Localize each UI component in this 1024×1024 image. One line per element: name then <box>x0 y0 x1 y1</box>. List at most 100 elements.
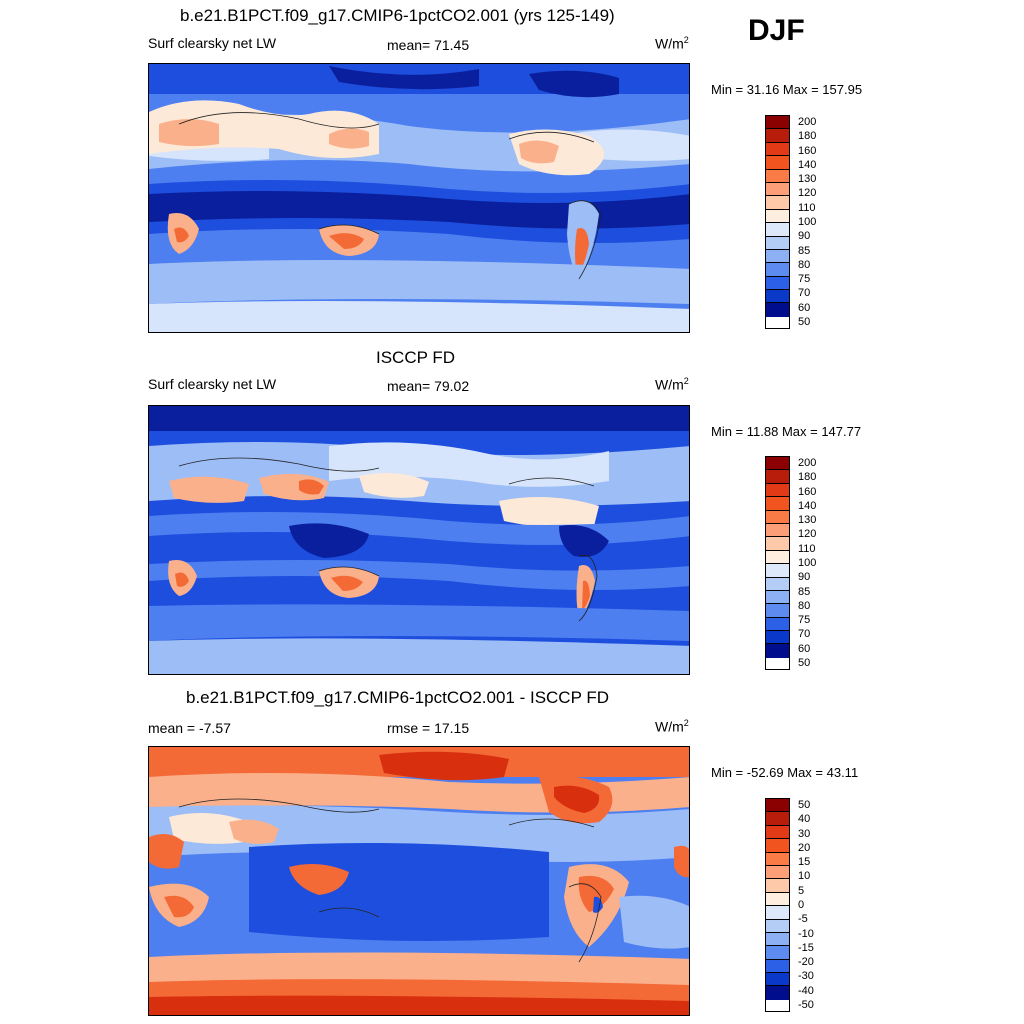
colorbar-tick-label: -5 <box>798 913 808 926</box>
panel-1-map <box>148 63 690 333</box>
colorbar-tick-label: 50 <box>798 656 811 669</box>
colorbar-tick-label: 0 <box>798 899 805 911</box>
panel-1-mean-label: mean= 71.45 <box>387 37 470 53</box>
panel-3-contour-field <box>149 747 689 1015</box>
colorbar-swatch <box>766 169 789 183</box>
colorbar-tick-label: -15 <box>798 941 814 954</box>
panel-3-title: b.e21.B1PCT.f09_g17.CMIP6-1pctCO2.001 - … <box>186 688 609 707</box>
colorbar-swatch <box>766 457 789 471</box>
colorbar-tick-label: 20 <box>798 841 811 854</box>
colorbar-swatch <box>766 852 789 866</box>
colorbar-tick-label: -10 <box>798 927 814 940</box>
colorbar-swatch <box>766 156 789 170</box>
panel-2-map <box>148 405 690 675</box>
panel-2-contour-field <box>149 406 689 674</box>
colorbar-tick-label: 60 <box>798 301 811 314</box>
colorbar-swatch <box>766 564 789 578</box>
colorbar-swatch <box>766 290 789 304</box>
colorbar-tick-label: 70 <box>798 628 811 641</box>
colorbar-swatch <box>766 129 789 143</box>
panel-3-rmse-label: rmse = 17.15 <box>387 720 470 736</box>
colorbar-swatch <box>766 932 789 947</box>
colorbar-swatch <box>766 919 789 933</box>
colorbar-swatch <box>766 303 789 317</box>
colorbar-swatch <box>766 892 789 907</box>
colorbar-swatch <box>766 483 789 498</box>
colorbar-swatch <box>766 263 789 277</box>
colorbar-swatch <box>766 617 789 632</box>
colorbar-swatch <box>766 209 789 224</box>
colorbar-swatch <box>766 825 789 840</box>
colorbar-swatch <box>766 865 789 880</box>
colorbar-swatch <box>766 510 789 524</box>
colorbar-swatch <box>766 236 789 250</box>
panel-1-minmax: Min = 31.16 Max = 157.95 <box>711 82 863 97</box>
panel-2-units: W/m2 <box>655 376 689 393</box>
colorbar-tick-label: 120 <box>798 187 817 200</box>
colorbar-tick-label: 75 <box>798 614 811 627</box>
colorbar-tick-label: 90 <box>798 571 811 584</box>
colorbar-tick-label: 200 <box>798 457 817 470</box>
colorbar-tick-label: 120 <box>798 528 817 541</box>
panel-1-contour-field <box>149 64 689 332</box>
colorbar-swatch <box>766 631 789 645</box>
colorbar-tick-label: 15 <box>798 856 811 869</box>
colorbar-swatch <box>766 839 789 853</box>
colorbar-tick-label: 40 <box>798 813 811 826</box>
colorbar-swatch <box>766 196 789 210</box>
panel-2-variable-label: Surf clearsky net LW <box>148 376 277 392</box>
colorbar-tick-label: 140 <box>798 158 817 171</box>
panel-3-colorbar <box>765 798 790 1012</box>
colorbar-tick-label: 30 <box>798 827 811 840</box>
panel-3-map <box>148 746 690 1016</box>
colorbar-tick-label: 110 <box>798 542 816 555</box>
colorbar-swatch <box>766 550 789 565</box>
colorbar-swatch <box>766 116 789 130</box>
colorbar-tick-label: 50 <box>798 799 811 812</box>
panel-2-colorbar <box>765 456 790 670</box>
colorbar-tick-label: 110 <box>798 201 816 214</box>
panel-2-minmax: Min = 11.88 Max = 147.77 <box>711 424 862 439</box>
colorbar-swatch <box>766 590 789 605</box>
colorbar-swatch <box>766 537 789 551</box>
colorbar-swatch <box>766 812 789 826</box>
colorbar-swatch <box>766 644 789 658</box>
colorbar-swatch <box>766 906 789 920</box>
colorbar-tick-label: 200 <box>798 116 817 129</box>
colorbar-tick-label: 130 <box>798 514 817 527</box>
panel-2-title: ISCCP FD <box>376 348 456 367</box>
colorbar-tick-label: 90 <box>798 230 811 243</box>
colorbar-swatch <box>766 276 789 291</box>
colorbar-tick-label: 160 <box>798 485 817 498</box>
colorbar-tick-label: 180 <box>798 130 817 143</box>
colorbar-tick-label: 10 <box>798 870 811 883</box>
panel-1-colorbar <box>765 115 790 329</box>
colorbar-swatch <box>766 946 789 960</box>
panel-1-variable-label: Surf clearsky net LW <box>148 35 277 51</box>
colorbar-tick-label: 75 <box>798 273 811 286</box>
colorbar-swatch <box>766 879 789 893</box>
colorbar-tick-label: 85 <box>798 585 811 598</box>
colorbar-tick-label: 85 <box>798 244 811 257</box>
panel-1-title: b.e21.B1PCT.f09_g17.CMIP6-1pctCO2.001 (y… <box>180 6 615 25</box>
colorbar-tick-label: -40 <box>798 984 814 997</box>
colorbar-tick-label: 50 <box>798 315 811 328</box>
colorbar-tick-label: 100 <box>798 216 817 228</box>
panel-3-minmax: Min = -52.69 Max = 43.11 <box>711 765 859 780</box>
colorbar-tick-label: -30 <box>798 970 814 983</box>
colorbar-tick-label: 80 <box>798 599 811 612</box>
panel-2-mean-label: mean= 79.02 <box>387 378 470 394</box>
panel-3-units: W/m2 <box>655 718 689 735</box>
colorbar-tick-label: 180 <box>798 471 817 484</box>
colorbar-swatch <box>766 182 789 197</box>
colorbar-swatch <box>766 249 789 264</box>
colorbar-tick-label: 140 <box>798 499 817 512</box>
colorbar-swatch <box>766 470 789 484</box>
colorbar-swatch <box>766 577 789 591</box>
colorbar-swatch <box>766 986 789 1000</box>
colorbar-tick-label: 100 <box>798 557 817 569</box>
colorbar-swatch <box>766 223 789 237</box>
colorbar-tick-label: 70 <box>798 287 811 300</box>
colorbar-swatch <box>766 604 789 618</box>
colorbar-swatch <box>766 497 789 511</box>
